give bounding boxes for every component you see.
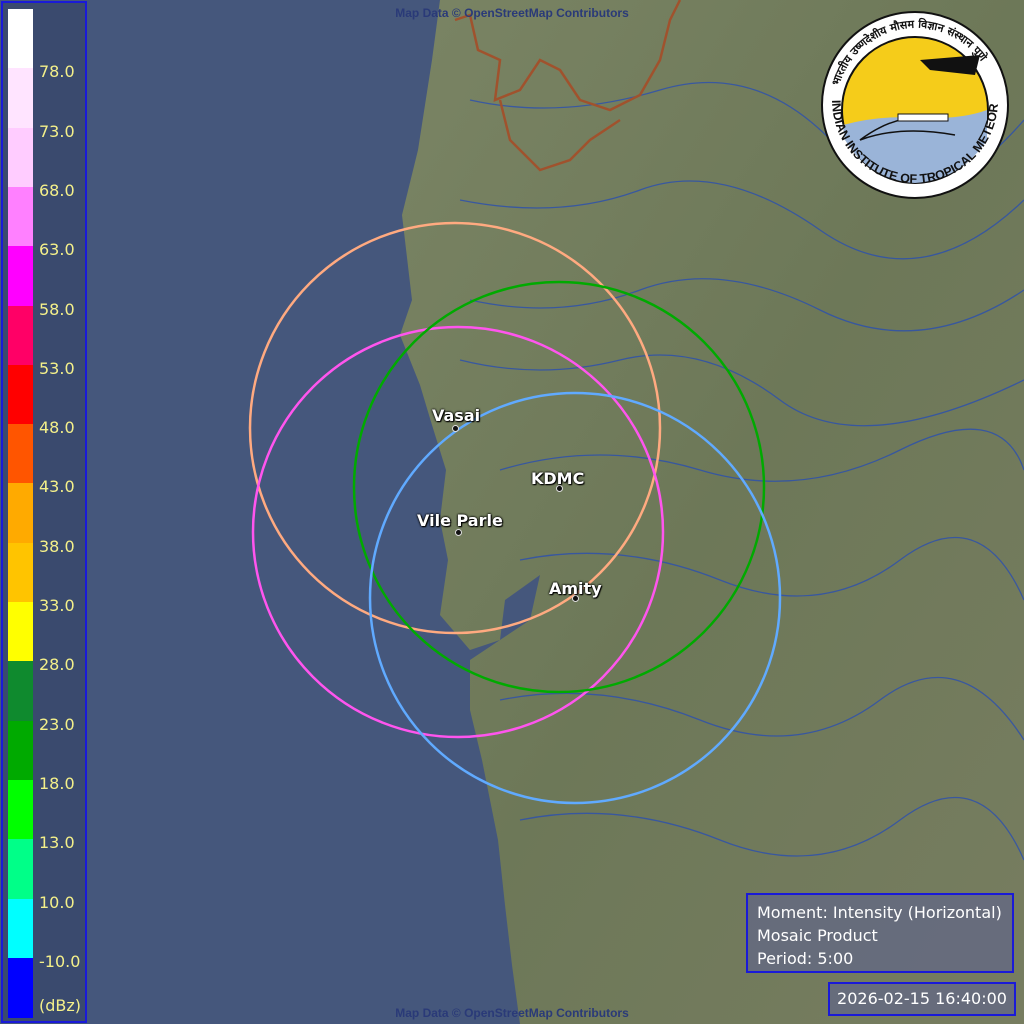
radar-label-kdmc: KDMC [531,469,585,488]
legend-color-bin [8,364,33,425]
legend-label: 18.0 [39,773,75,793]
timestamp-box: 2026-02-15 16:40:00 [828,982,1016,1016]
legend-label: -10.0 [39,951,81,971]
legend-color-bin [8,839,33,899]
legend-label: 33.0 [39,596,75,615]
legend-label: 28.0 [39,655,75,675]
map-attribution-bottom: Map Data © OpenStreetMap Contributors [395,1006,629,1020]
legend-unit: (dBz) [39,996,82,1015]
moment-text: Moment: Intensity (Horizontal) [757,903,1002,922]
legend-label: 78.0 [39,62,75,82]
legend-label: 48.0 [39,418,75,438]
product-text: Mosaic Product [757,926,878,945]
legend-color-bin [8,424,33,484]
color-legend: 78.0 73.0 68.0 63.0 58.0 53.0 48.0 43.0 38.0 33.0… [1,1,87,1023]
radar-label-vile-parle: Vile Parle [417,511,503,530]
legend-color-bin [8,9,33,69]
legend-color-bin [8,127,33,188]
legend-color-bin [8,246,33,306]
legend-color-bin [8,186,33,247]
legend-color-bin [8,720,33,781]
range-ring-vasai [248,221,662,635]
legend-label: 73.0 [39,121,75,141]
radar-site-marker[interactable] [452,425,459,432]
legend-color-bin [8,957,33,1018]
legend-color-bin [8,542,33,603]
legend-color-bin [8,661,33,722]
legend-label: 13.0 [39,833,75,853]
legend-color-bin [8,483,33,544]
radar-site-marker[interactable] [556,485,563,492]
legend-label: 38.0 [39,536,75,556]
radar-label-amity: Amity [549,579,602,598]
legend-label: 43.0 [39,477,75,497]
legend-label: 23.0 [39,714,75,734]
legend-label: 63.0 [39,240,75,260]
radar-label-vasai: Vasai [432,406,481,425]
legend-color-bin [8,305,33,366]
legend-color-bin [8,602,33,662]
product-info-box: Moment: Intensity (Horizontal) Mosaic Pr… [746,893,1014,973]
legend-label: 10.0 [39,892,75,912]
land [400,0,1024,1024]
legend-label: 58.0 [39,299,75,319]
legend-color-bin [8,68,33,129]
legend-label: 53.0 [39,358,75,378]
district-border [454,0,682,172]
radar-site-marker[interactable] [455,529,462,536]
range-ring-kdmc [352,280,766,694]
legend-label: 68.0 [39,180,75,200]
range-ring-amity [368,391,782,805]
legend-color-bin [8,898,33,959]
radar-site-marker[interactable] [572,595,579,602]
period-text: Period: 5:00 [757,949,854,968]
legend-color-bin [8,779,33,840]
range-ring-vile-parle [251,325,665,739]
map-attribution-top: Map Data © OpenStreetMap Contributors [395,6,629,20]
